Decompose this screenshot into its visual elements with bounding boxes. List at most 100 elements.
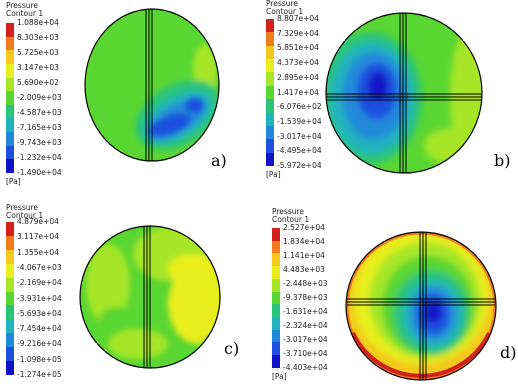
tick-label: 4.373e+04: [277, 58, 319, 68]
tick-label: -1.098e+05: [17, 354, 62, 364]
tick-label: -1.539e+04: [277, 116, 322, 126]
color-bar-segment: [266, 59, 274, 73]
color-bar-c: [6, 222, 14, 375]
tick-label: -2.324e+04: [283, 321, 328, 330]
color-bar-segment: [6, 91, 14, 105]
panel-label-c: c): [224, 339, 240, 358]
tick-label: -7.454e+04: [17, 324, 62, 334]
color-bar-segment: [266, 99, 274, 113]
color-bar-segment: [6, 347, 14, 362]
color-bar-segment: [266, 139, 274, 153]
legend-title-line1: Pressure: [272, 207, 305, 216]
legend-c: Pressure Contour 1 4.879e+04 3.117e+04 1.3…: [6, 204, 76, 389]
tick-label: -3.017e+04: [283, 335, 328, 344]
tick-label: 8.303e+03: [17, 33, 59, 42]
legend-b: Pressure Contour 1 8.807e+04 7.329e+04 5.8…: [266, 0, 336, 185]
tick-label: -4.067e+03: [17, 262, 62, 272]
tick-label: -4.495e+04: [277, 146, 322, 156]
legend-title-line2: Contour 1: [272, 215, 310, 224]
color-bar-segment: [6, 36, 14, 51]
legend-a: Pressure Contour 1 1.088e+04 8.303e+03 5.7…: [6, 2, 76, 187]
tick-label: 1.834e+04: [283, 237, 325, 246]
tick-label: 1.417e+04: [277, 87, 319, 97]
color-bar-segment: [6, 63, 14, 78]
tick-label: -9.743e+03: [17, 138, 62, 147]
tick-label: 4.483e+03: [283, 265, 325, 274]
legend-d: Pressure Contour 1 2.527e+04 1.834e+04 1.1…: [272, 208, 342, 388]
color-bar-segment: [6, 319, 14, 334]
contour-disc-c: [79, 225, 221, 369]
color-bar-segment: [6, 333, 14, 348]
tick-label: 3.117e+04: [17, 232, 59, 242]
color-bar-segment: [266, 152, 274, 166]
tick-label: 5.851e+04: [277, 43, 319, 53]
color-bar-segment: [272, 266, 280, 279]
color-bar-segment: [6, 104, 14, 119]
tick-label: 7.329e+04: [277, 28, 319, 38]
tick-label: -3.931e+04: [17, 293, 62, 303]
color-bar-segment: [6, 118, 14, 132]
tick-label: -3.017e+04: [277, 131, 322, 141]
tick-label: 1.141e+04: [283, 251, 325, 260]
unit-label-d: [Pa]: [272, 372, 287, 381]
color-bar-segment: [6, 305, 14, 320]
color-bar-a: [6, 23, 14, 173]
legend-title-line1: Pressure: [266, 0, 299, 8]
tick-label: 5.725e+03: [17, 48, 59, 57]
tick-label: -1.631e+04: [283, 307, 328, 316]
legend-title-line1: Pressure: [6, 203, 39, 212]
tick-label: -2.169e+04: [17, 278, 62, 288]
unit-label-a: [Pa]: [6, 177, 21, 186]
color-bar-segment: [272, 228, 280, 241]
tick-label: -5.972e+04: [277, 161, 322, 170]
color-bar-segment: [6, 291, 14, 306]
color-bar-segment: [6, 249, 14, 264]
color-bar-segment: [272, 240, 280, 254]
legend-title-line2: Contour 1: [266, 7, 304, 16]
tick-label: 2.527e+04: [283, 223, 325, 232]
color-bar-d: [272, 228, 280, 368]
legend-title-line2: Contour 1: [6, 211, 44, 220]
color-bar-segment: [6, 145, 14, 160]
tick-label: 8.807e+04: [277, 14, 319, 23]
tick-label: -4.403e+04: [283, 363, 328, 372]
color-bar-segment: [6, 361, 14, 375]
legend-title-line1: Pressure: [6, 1, 39, 10]
tick-label: -7.165e+03: [17, 123, 62, 132]
color-bar-segment: [272, 317, 280, 330]
color-bar-segment: [6, 50, 14, 64]
color-bar-segment: [6, 23, 14, 37]
tick-label: 5.690e+02: [17, 78, 59, 87]
color-bar-segment: [272, 304, 280, 318]
tick-label: -2.448e+03: [283, 279, 328, 288]
tick-label: -1.490e+04: [17, 168, 62, 177]
color-bar-segment: [266, 19, 274, 33]
tick-label: -9.216e+04: [17, 339, 62, 349]
color-bar-segment: [272, 253, 280, 267]
color-bar-segment: [6, 263, 14, 278]
tick-label: -9.378e+03: [283, 293, 328, 302]
color-bar-segment: [6, 277, 14, 292]
color-bar-segment: [266, 45, 274, 60]
tick-label: 3.147e+03: [17, 63, 59, 72]
color-bar-segment: [6, 77, 14, 92]
tick-label: -2.009e+03: [17, 93, 62, 102]
tick-label: -1.274e+05: [17, 370, 62, 379]
tick-label: -5.693e+04: [17, 308, 62, 318]
tick-label: 1.355e+04: [17, 247, 59, 257]
color-bar-segment: [266, 85, 274, 100]
color-bar-b: [266, 19, 274, 166]
color-bar-segment: [266, 32, 274, 46]
contour-disc-a: [84, 8, 220, 162]
contour-disc-b: [325, 12, 483, 174]
color-bar-segment: [272, 355, 280, 368]
tick-label: 2.895e+04: [277, 72, 319, 82]
color-bar-segment: [6, 159, 14, 173]
color-bar-segment: [266, 112, 274, 126]
contour-disc-d: [345, 231, 497, 381]
color-bar-segment: [6, 132, 14, 146]
color-bar-segment: [272, 342, 280, 356]
color-bar-segment: [6, 222, 14, 236]
legend-title-line2: Contour 1: [6, 9, 44, 18]
tick-label: 1.088e+04: [17, 18, 59, 27]
